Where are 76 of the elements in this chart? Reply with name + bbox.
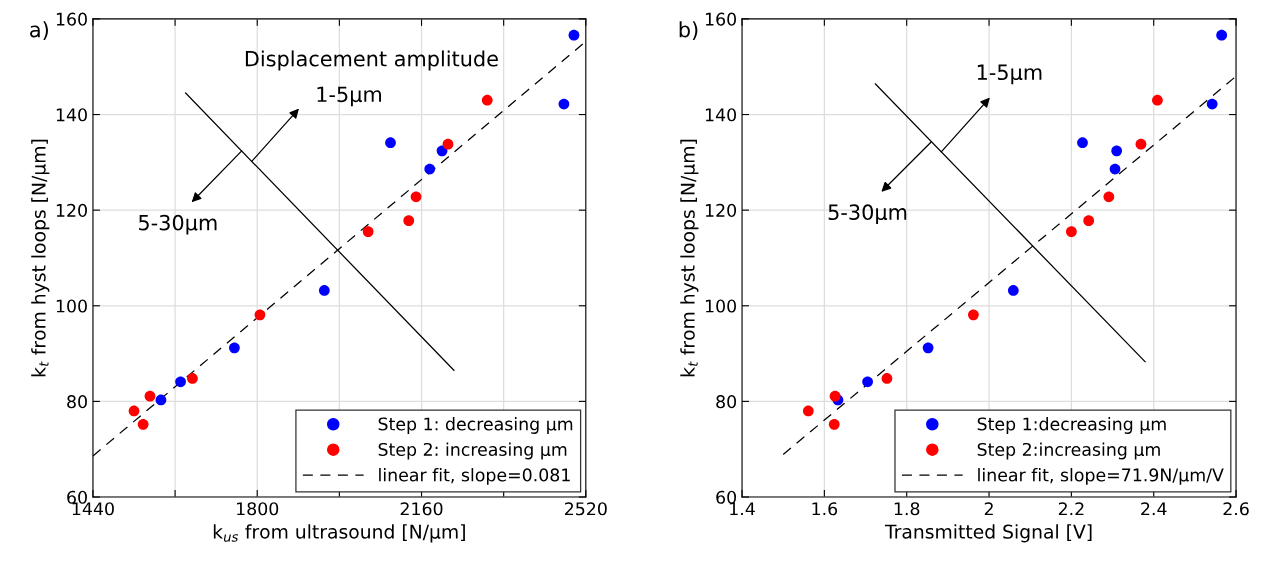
text: a) xyxy=(30,21,48,40)
point xyxy=(175,376,186,388)
point xyxy=(229,342,240,354)
annotation: 5-30μm xyxy=(139,214,217,235)
legend-label: Step 1:decreasing μm xyxy=(977,417,1166,434)
legend-label: Step 2: increasing μm xyxy=(378,442,567,460)
y-tick-label: 100 xyxy=(705,299,737,313)
y-axis-title: k$_{t}$ from hyst loops [N/μm] xyxy=(680,139,699,377)
point xyxy=(442,138,454,150)
legend-label: Step 2:increasing μm xyxy=(977,442,1160,460)
point xyxy=(1111,145,1123,157)
y-tick-label: 120 xyxy=(705,203,737,217)
y-tick-label: 80 xyxy=(67,395,87,409)
annotation: 1-5μm xyxy=(977,64,1042,85)
x-tick-label: 1800 xyxy=(237,502,279,516)
y-tick-label: 60 xyxy=(67,490,87,504)
point xyxy=(1152,94,1163,106)
point xyxy=(318,285,330,296)
x-tick-label: 2520 xyxy=(565,502,607,516)
y-tick-label: 160 xyxy=(56,12,87,26)
point xyxy=(137,418,149,430)
point xyxy=(362,226,374,238)
point xyxy=(481,94,493,106)
point xyxy=(410,191,422,203)
point xyxy=(1077,137,1088,149)
y-tick-label: 60 xyxy=(716,490,737,504)
y-tick-label: 80 xyxy=(716,395,737,409)
x-tick-label: 2.6 xyxy=(1223,502,1249,516)
point xyxy=(558,98,570,110)
point xyxy=(155,394,167,406)
x-tick-label: 2160 xyxy=(400,502,443,516)
point xyxy=(1083,215,1095,227)
point xyxy=(829,390,841,402)
point xyxy=(1206,98,1218,110)
y-tick-label: 160 xyxy=(705,12,737,26)
x-axis-title: Transmitted Signal [V] xyxy=(884,524,1092,543)
x-tick-label: 1.8 xyxy=(894,502,920,516)
point xyxy=(254,309,266,321)
point xyxy=(862,376,873,388)
x-tick-label: 1.6 xyxy=(812,502,838,516)
point xyxy=(828,418,840,430)
x-tick-label: 2.2 xyxy=(1058,502,1084,516)
x-tick-label: 2.4 xyxy=(1141,502,1167,516)
x-axis-title: k$_{us}$ from ultrasound [N/μm] xyxy=(213,524,465,543)
point xyxy=(1109,163,1121,175)
point xyxy=(424,163,436,175)
x-tick-label: 1.4 xyxy=(730,502,755,516)
point xyxy=(881,373,893,384)
point xyxy=(385,137,396,149)
point xyxy=(1135,138,1147,150)
annotation: Displacement amplitude xyxy=(245,50,498,71)
point xyxy=(922,342,934,354)
legend-label: linear fit, slope=0.081 xyxy=(379,468,570,485)
point xyxy=(187,373,198,384)
legend-label: linear fit, slope=71.9N/μm/V xyxy=(978,468,1224,485)
point xyxy=(968,309,979,321)
point xyxy=(1103,191,1115,203)
legend-label: Step 1: decreasing μm xyxy=(378,417,573,434)
annotation: 1-5μm xyxy=(317,86,381,107)
point xyxy=(568,29,580,41)
y-tick-label: 120 xyxy=(56,203,87,217)
y-axis-title: k$_{t}$ from hyst loops [N/μm] xyxy=(31,139,50,377)
point xyxy=(1066,226,1077,238)
x-tick-label: 2 xyxy=(984,502,993,516)
point xyxy=(802,405,814,417)
point xyxy=(403,215,415,227)
annotation: 5-30μm xyxy=(828,204,907,225)
point xyxy=(1007,285,1019,296)
y-tick-label: 140 xyxy=(56,108,87,122)
text: b) xyxy=(679,21,698,40)
y-tick-label: 140 xyxy=(705,108,737,122)
point xyxy=(144,390,156,402)
point xyxy=(128,405,140,417)
x-tick-label: 1440 xyxy=(72,502,114,516)
y-tick-label: 100 xyxy=(56,299,87,313)
point xyxy=(1216,29,1228,41)
